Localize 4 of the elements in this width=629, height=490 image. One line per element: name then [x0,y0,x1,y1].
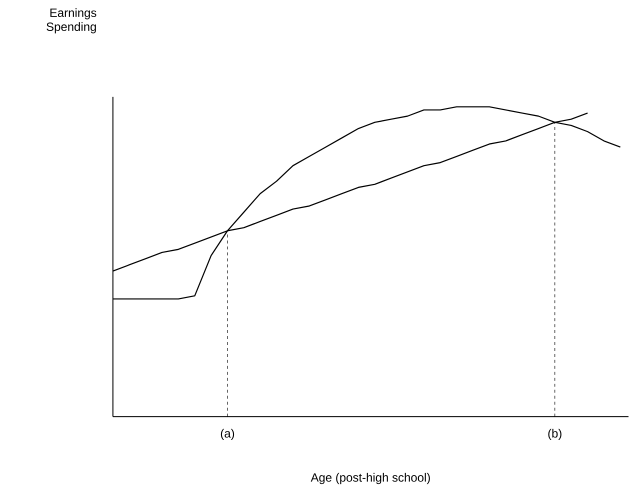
x-axis-title: Age (post-high school) [310,473,430,484]
x-tick-label: (b) [548,429,562,440]
x-tick-label: (a) [220,429,234,440]
text: Earnings Spending [46,8,96,34]
